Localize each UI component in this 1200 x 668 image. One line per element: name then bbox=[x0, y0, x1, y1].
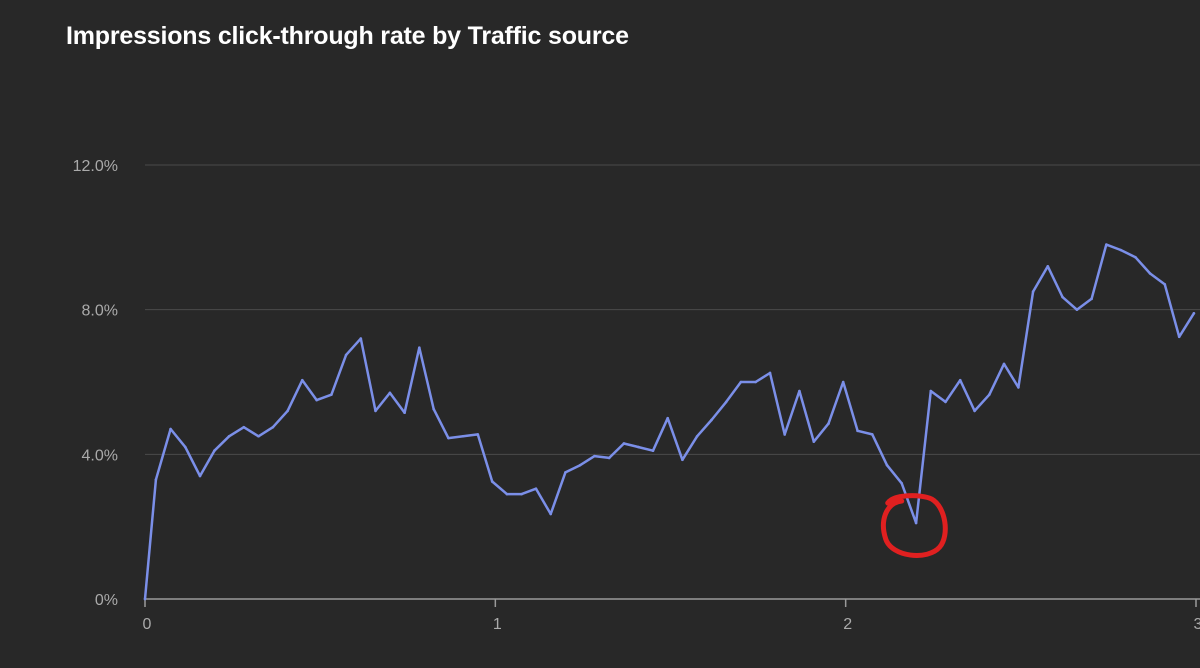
data-point bbox=[1017, 386, 1020, 389]
data-point bbox=[593, 454, 596, 458]
data-point bbox=[432, 407, 435, 411]
data-point bbox=[1061, 295, 1064, 299]
data-point bbox=[359, 337, 363, 340]
chart-title: Impressions click-through rate by Traffi… bbox=[66, 22, 629, 50]
y-tick-label: 0% bbox=[95, 592, 118, 609]
data-point bbox=[929, 389, 933, 393]
data-point bbox=[885, 463, 889, 467]
data-point bbox=[1090, 297, 1093, 301]
data-point bbox=[418, 346, 421, 349]
data-point bbox=[461, 434, 465, 438]
data-point bbox=[476, 433, 480, 436]
data-point bbox=[944, 400, 947, 404]
data-point bbox=[1075, 308, 1079, 311]
data-point bbox=[213, 449, 216, 453]
data-point bbox=[988, 393, 991, 396]
data-point bbox=[1192, 311, 1196, 315]
data-point bbox=[1031, 290, 1035, 293]
data-point bbox=[768, 371, 772, 375]
data-point bbox=[958, 378, 962, 382]
data-point bbox=[856, 429, 859, 433]
x-tick-label: 3 bbox=[1194, 616, 1200, 633]
data-point bbox=[198, 474, 202, 478]
data-point bbox=[154, 478, 158, 481]
data-point bbox=[973, 409, 976, 413]
data-point bbox=[330, 393, 333, 396]
series-lines bbox=[143, 243, 1196, 601]
data-point bbox=[578, 463, 582, 467]
data-point bbox=[710, 418, 713, 422]
data-point bbox=[300, 378, 304, 382]
data-point bbox=[622, 442, 626, 445]
data-point bbox=[505, 492, 509, 496]
data-point bbox=[549, 512, 552, 516]
data-point bbox=[242, 425, 246, 429]
data-point bbox=[1105, 243, 1108, 246]
data-point bbox=[1148, 272, 1152, 275]
annotation-layer bbox=[880, 493, 948, 558]
data-point bbox=[681, 458, 684, 462]
data-point bbox=[183, 445, 187, 449]
data-point bbox=[870, 433, 874, 436]
data-point bbox=[344, 353, 348, 357]
series-line bbox=[143, 243, 1196, 601]
x-tick-label: 0 bbox=[143, 616, 152, 633]
highlight-circle-annotation bbox=[880, 493, 948, 558]
data-point bbox=[827, 422, 830, 425]
gridlines bbox=[145, 164, 1200, 600]
x-tick-label: 2 bbox=[843, 616, 852, 633]
data-point bbox=[1134, 255, 1137, 259]
data-point bbox=[798, 389, 801, 393]
data-point bbox=[388, 391, 392, 395]
y-tick-label: 4.0% bbox=[82, 447, 118, 464]
data-point bbox=[257, 434, 260, 438]
data-point bbox=[227, 434, 231, 438]
data-point bbox=[286, 409, 289, 413]
data-point bbox=[812, 440, 816, 443]
data-point bbox=[651, 449, 655, 453]
x-tick-label: 1 bbox=[493, 616, 502, 633]
data-point bbox=[271, 425, 275, 429]
data-point bbox=[754, 380, 757, 384]
data-point bbox=[403, 411, 406, 415]
data-point bbox=[143, 597, 147, 601]
data-point bbox=[739, 380, 743, 384]
data-point bbox=[520, 492, 523, 496]
data-point bbox=[564, 471, 567, 474]
data-point bbox=[1119, 248, 1122, 252]
data-point bbox=[374, 409, 377, 413]
data-point bbox=[695, 434, 699, 438]
data-point bbox=[490, 480, 494, 483]
data-point bbox=[534, 487, 538, 490]
data-point bbox=[169, 427, 172, 431]
data-point bbox=[1177, 335, 1181, 339]
data-point bbox=[914, 521, 918, 525]
data-point bbox=[447, 436, 450, 440]
data-point bbox=[637, 445, 640, 449]
y-axis-ticks: 0% 4.0% 8.0% 12.0% bbox=[73, 158, 118, 609]
data-point bbox=[1002, 362, 1006, 366]
data-point bbox=[724, 400, 728, 404]
data-point bbox=[666, 416, 669, 420]
data-point bbox=[841, 380, 845, 384]
data-point bbox=[315, 398, 318, 402]
data-point bbox=[1046, 264, 1050, 268]
data-point bbox=[783, 433, 787, 436]
data-point bbox=[607, 456, 611, 460]
x-axis-ticks: 0 1 2 3 bbox=[143, 599, 1200, 633]
data-point bbox=[900, 481, 904, 485]
y-tick-label: 12.0% bbox=[73, 158, 118, 175]
data-point bbox=[1163, 283, 1167, 286]
y-tick-label: 8.0% bbox=[82, 303, 118, 320]
